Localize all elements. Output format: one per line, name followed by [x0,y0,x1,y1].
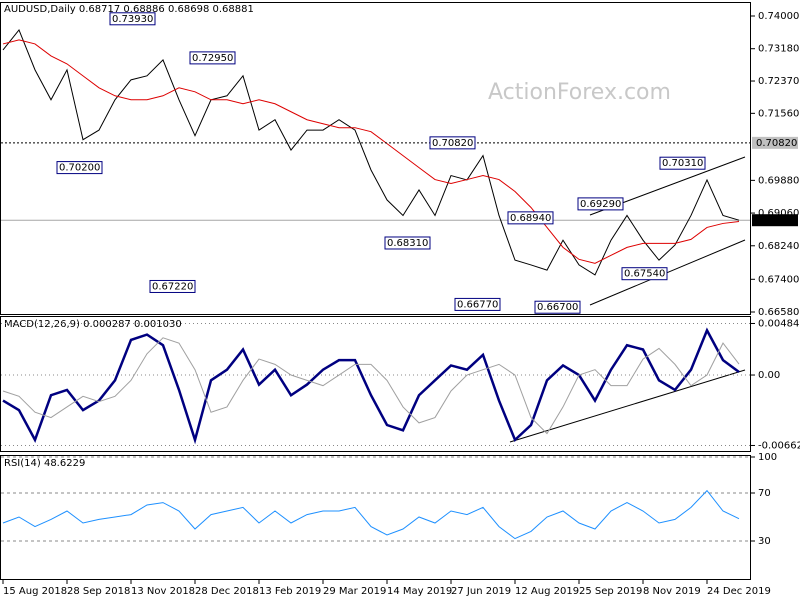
x-tick-label: 27 Jun 2019 [451,586,511,597]
annotation-box [56,161,103,175]
y-tick-label: 0.72370 [758,76,799,87]
x-tick-label: 25 Sep 2019 [579,586,642,597]
y-tick-label: 0.67400 [758,274,799,285]
price-title: AUDUSD,Daily 0.68717 0.68886 0.68698 0.6… [4,4,254,15]
annotation-box [621,267,668,281]
y-tick-label: 30 [758,536,771,547]
macd-pane [0,316,751,452]
x-tick-label: 24 Dec 2019 [707,586,771,597]
macd-title: MACD(12,26,9) 0.000287 0.001030 [4,319,182,330]
x-tick-label: 15 Aug 2018 [3,586,67,597]
annotation-box [534,300,581,314]
rsi-title: RSI(14) 48.6229 [4,458,85,469]
price-pane [0,2,751,315]
watermark: ActionForex.com [488,80,671,105]
series-line [2,39,740,264]
annotation-box [454,297,501,311]
y-tick-label: 0.73180 [758,44,799,55]
annotation-label: 0.67220 [152,281,193,292]
annotation-label: 0.68940 [510,213,551,224]
x-tick-label: 12 Aug 2019 [515,586,579,597]
annotation-label: 0.73930 [112,14,153,25]
annotation-box [189,51,236,65]
x-tick-label: 29 Mar 2019 [323,586,386,597]
series-line [2,337,740,435]
y-tick-label: 0.69060 [758,208,799,219]
rsi-pane [0,455,751,580]
series-line [2,28,740,276]
annotation-box [659,156,706,170]
annotation-label: 0.70820 [432,138,473,149]
annotation-label: 0.72950 [192,53,233,64]
x-tick-label: 28 Dec 2018 [195,586,259,597]
y-tick-label: 100 [758,452,777,463]
annotation-label: 0.69290 [580,199,621,210]
y-tick-label: -0.006624 [758,440,800,451]
annotation-label: 0.66700 [537,302,578,313]
annotation-box [507,211,554,225]
level-label: 0.68881 [756,215,797,226]
y-tick-label: 0.69880 [758,175,799,186]
annotation-label: 0.70310 [662,158,703,169]
annotation-label: 0.66770 [457,299,498,310]
y-tick-label: 0.004847 [758,318,800,329]
y-tick-label: 0.74000 [758,11,799,22]
level-box [752,214,798,227]
annotation-box [109,12,156,26]
x-tick-label: 13 Nov 2018 [131,586,195,597]
level-label: 0.70820 [756,138,797,149]
x-tick-label: 13 Feb 2019 [259,586,321,597]
annotation-box [384,236,431,250]
annotation-box [577,197,624,211]
y-tick-label: 70 [758,488,771,499]
annotation-box [429,136,476,150]
x-tick-label: 28 Sep 2018 [67,586,130,597]
x-tick-label: 8 Nov 2019 [643,586,701,597]
annotation-label: 0.68310 [387,238,428,249]
series-line [2,489,740,540]
annotation-box [149,279,196,293]
y-tick-label: 0.68240 [758,241,799,252]
y-tick-label: 0.00 [758,370,780,381]
annotation-label: 0.67540 [624,269,665,280]
level-box [752,136,798,149]
annotation-label: 0.70200 [59,163,100,174]
y-tick-label: 0.71560 [758,108,799,119]
y-tick-label: 0.66580 [758,307,799,318]
x-tick-label: 14 May 2019 [387,586,452,597]
series-line [2,327,740,445]
